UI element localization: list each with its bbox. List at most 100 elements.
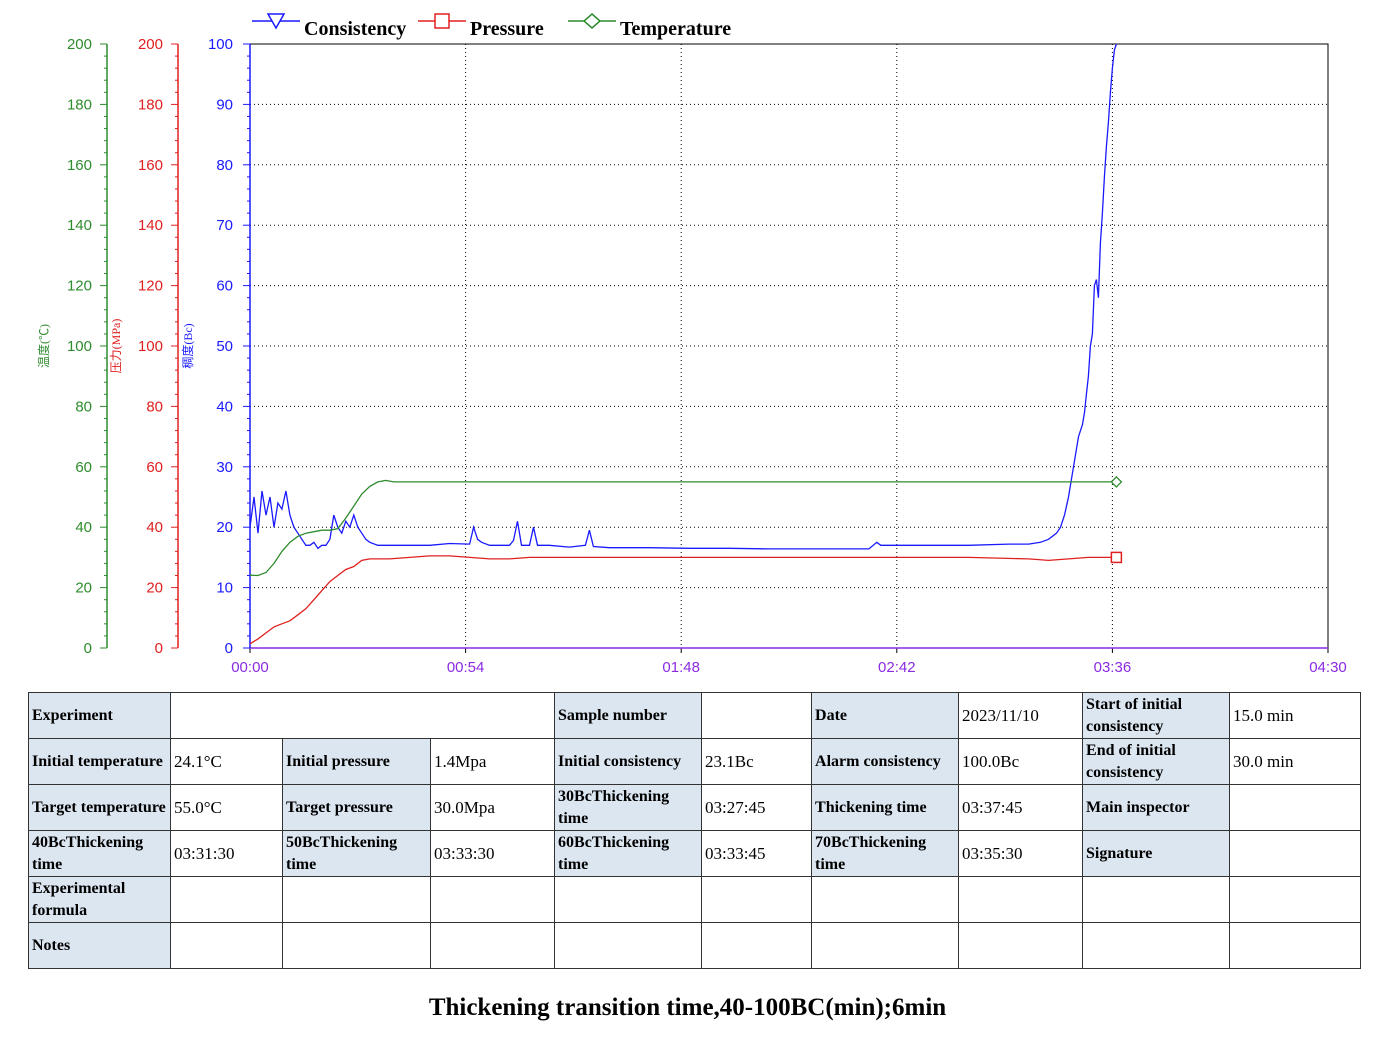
x-tick-label: 02:42	[878, 659, 916, 676]
table-label-cell: Start of initial consistency	[1082, 692, 1231, 739]
table-value-cell	[1229, 784, 1362, 831]
table-value-cell: 30.0 min	[1229, 738, 1362, 785]
table-label-cell: Date	[811, 692, 960, 739]
table-value-cell	[958, 876, 1084, 923]
table-label-cell: Target pressure	[282, 784, 431, 831]
pressure-tick-label: 80	[146, 398, 163, 415]
x-tick-label: 03:36	[1094, 659, 1132, 676]
table-value-cell: 24.1°C	[170, 738, 283, 785]
pressure-tick-label: 40	[146, 519, 163, 536]
experiment-info-table: Experiment Sample number Date 2023/11/10 Sta…	[28, 692, 1362, 969]
pressure-axis-title: 压力(MPa)	[109, 319, 123, 374]
table-value-cell: 15.0 min	[1229, 692, 1362, 739]
table-value-cell	[701, 876, 813, 923]
table-value-cell: 03:35:30	[958, 830, 1084, 877]
table-label-cell: Experimental formula	[28, 876, 171, 923]
table-value-cell: 03:31:30	[170, 830, 283, 877]
consistency-tick-label: 90	[216, 96, 233, 113]
consistency-tick-label: 20	[216, 519, 233, 536]
table-value-cell	[701, 692, 813, 739]
consistency-tick-label: 60	[216, 278, 233, 295]
table-value-cell: 2023/11/10	[958, 692, 1084, 739]
pressure-tick-label: 120	[138, 278, 163, 295]
table-label-cell: End of initial consistency	[1082, 738, 1231, 785]
table-value-cell	[282, 876, 431, 923]
consistency-tick-label: 70	[216, 217, 233, 234]
table-label-cell: Main inspector	[1082, 784, 1231, 831]
temperature-tick-label: 60	[75, 459, 92, 476]
table-value-cell	[1229, 876, 1362, 923]
table-value-cell: 03:33:45	[701, 830, 813, 877]
table-label-cell: 70BcThickening time	[811, 830, 960, 877]
pressure-tick-label: 140	[138, 217, 163, 234]
temperature-tick-label: 40	[75, 519, 92, 536]
table-label-cell: 50BcThickening time	[282, 830, 431, 877]
table-label-cell: Target temperature	[28, 784, 171, 831]
table-row: Experimental formula	[28, 876, 1362, 923]
table-row: Target temperature 55.0°C Target pressure 3…	[28, 784, 1362, 831]
table-row: Experiment Sample number Date 2023/11/10 Sta…	[28, 692, 1362, 739]
table-value-cell	[554, 876, 703, 923]
pressure-tick-label: 0	[155, 640, 163, 657]
table-row: Notes	[28, 922, 1362, 969]
pressure-tick-label: 60	[146, 459, 163, 476]
table-label-cell: Thickening time	[811, 784, 960, 831]
pressure-tick-label: 20	[146, 580, 163, 597]
table-value-cell	[701, 922, 813, 969]
temperature-tick-label: 0	[84, 640, 92, 657]
table-value-cell: 03:33:30	[429, 830, 556, 877]
table-value-cell	[1229, 922, 1362, 969]
legend-marker-diamond-icon	[582, 13, 602, 29]
consistency-tick-label: 30	[216, 459, 233, 476]
pressure-tick-label: 100	[138, 338, 163, 355]
chart-caption: Thickening transition time,40-100BC(min)…	[428, 994, 947, 1021]
legend-label-pressure: Pressure	[470, 18, 544, 40]
table-value-cell	[1082, 876, 1231, 923]
thickening-chart: 00:00 00:54 01:48 02:42 03:36 04:30 0 20 40 60 80 1…	[36, 13, 1347, 676]
table-label-cell: Experiment	[28, 692, 171, 739]
consistency-tick-label: 100	[208, 36, 233, 53]
consistency-tick-label: 0	[225, 640, 233, 657]
table-label-cell: 40BcThickening time	[28, 830, 171, 877]
table-value-cell	[554, 922, 703, 969]
table-value-cell: 55.0°C	[170, 784, 283, 831]
table-value-cell	[811, 876, 960, 923]
consistency-tick-label: 80	[216, 157, 233, 174]
legend-marker-square-icon	[434, 13, 450, 29]
table-value-cell: 03:27:45	[701, 784, 813, 831]
temperature-axis-title: 温度(℃)	[36, 324, 51, 368]
table-label-cell: Initial consistency	[554, 738, 703, 785]
table-value-cell	[170, 922, 283, 969]
x-tick-label: 00:54	[447, 659, 485, 676]
table-label-cell: 60BcThickening time	[554, 830, 703, 877]
table-label-cell: Initial temperature	[28, 738, 171, 785]
table-value-cell	[170, 876, 283, 923]
table-label-cell: Signature	[1082, 830, 1231, 877]
legend-label-temperature: Temperature	[620, 18, 731, 40]
table-value-cell	[811, 922, 960, 969]
temperature-tick-label: 140	[67, 217, 92, 234]
pressure-line	[249, 555, 1117, 645]
x-tick-label: 00:00	[231, 659, 269, 676]
temperature-tick-label: 200	[67, 36, 92, 53]
table-label-cell: 30BcThickening time	[554, 784, 703, 831]
consistency-tick-label: 40	[216, 398, 233, 415]
consistency-axis-title: 稠度(Bc)	[180, 323, 195, 368]
legend-marker-triangle-icon	[266, 13, 286, 30]
temperature-tick-label: 160	[67, 157, 92, 174]
table-value-cell	[958, 922, 1084, 969]
temperature-tick-label: 180	[67, 96, 92, 113]
table-value-cell: 23.1Bc	[701, 738, 813, 785]
table-value-cell: 1.4Mpa	[429, 738, 556, 785]
x-tick-label: 04:30	[1309, 659, 1347, 676]
temperature-tick-label: 20	[75, 580, 92, 597]
table-value-cell: 100.0Bc	[958, 738, 1084, 785]
pressure-tick-label: 160	[138, 157, 163, 174]
temperature-tick-label: 120	[67, 278, 92, 295]
table-label-cell: Alarm consistency	[811, 738, 960, 785]
consistency-line	[249, 43, 1118, 550]
consistency-tick-label: 10	[216, 580, 233, 597]
consistency-tick-label: 50	[216, 338, 233, 355]
table-label-cell: Notes	[28, 922, 171, 969]
table-value-cell	[429, 876, 556, 923]
